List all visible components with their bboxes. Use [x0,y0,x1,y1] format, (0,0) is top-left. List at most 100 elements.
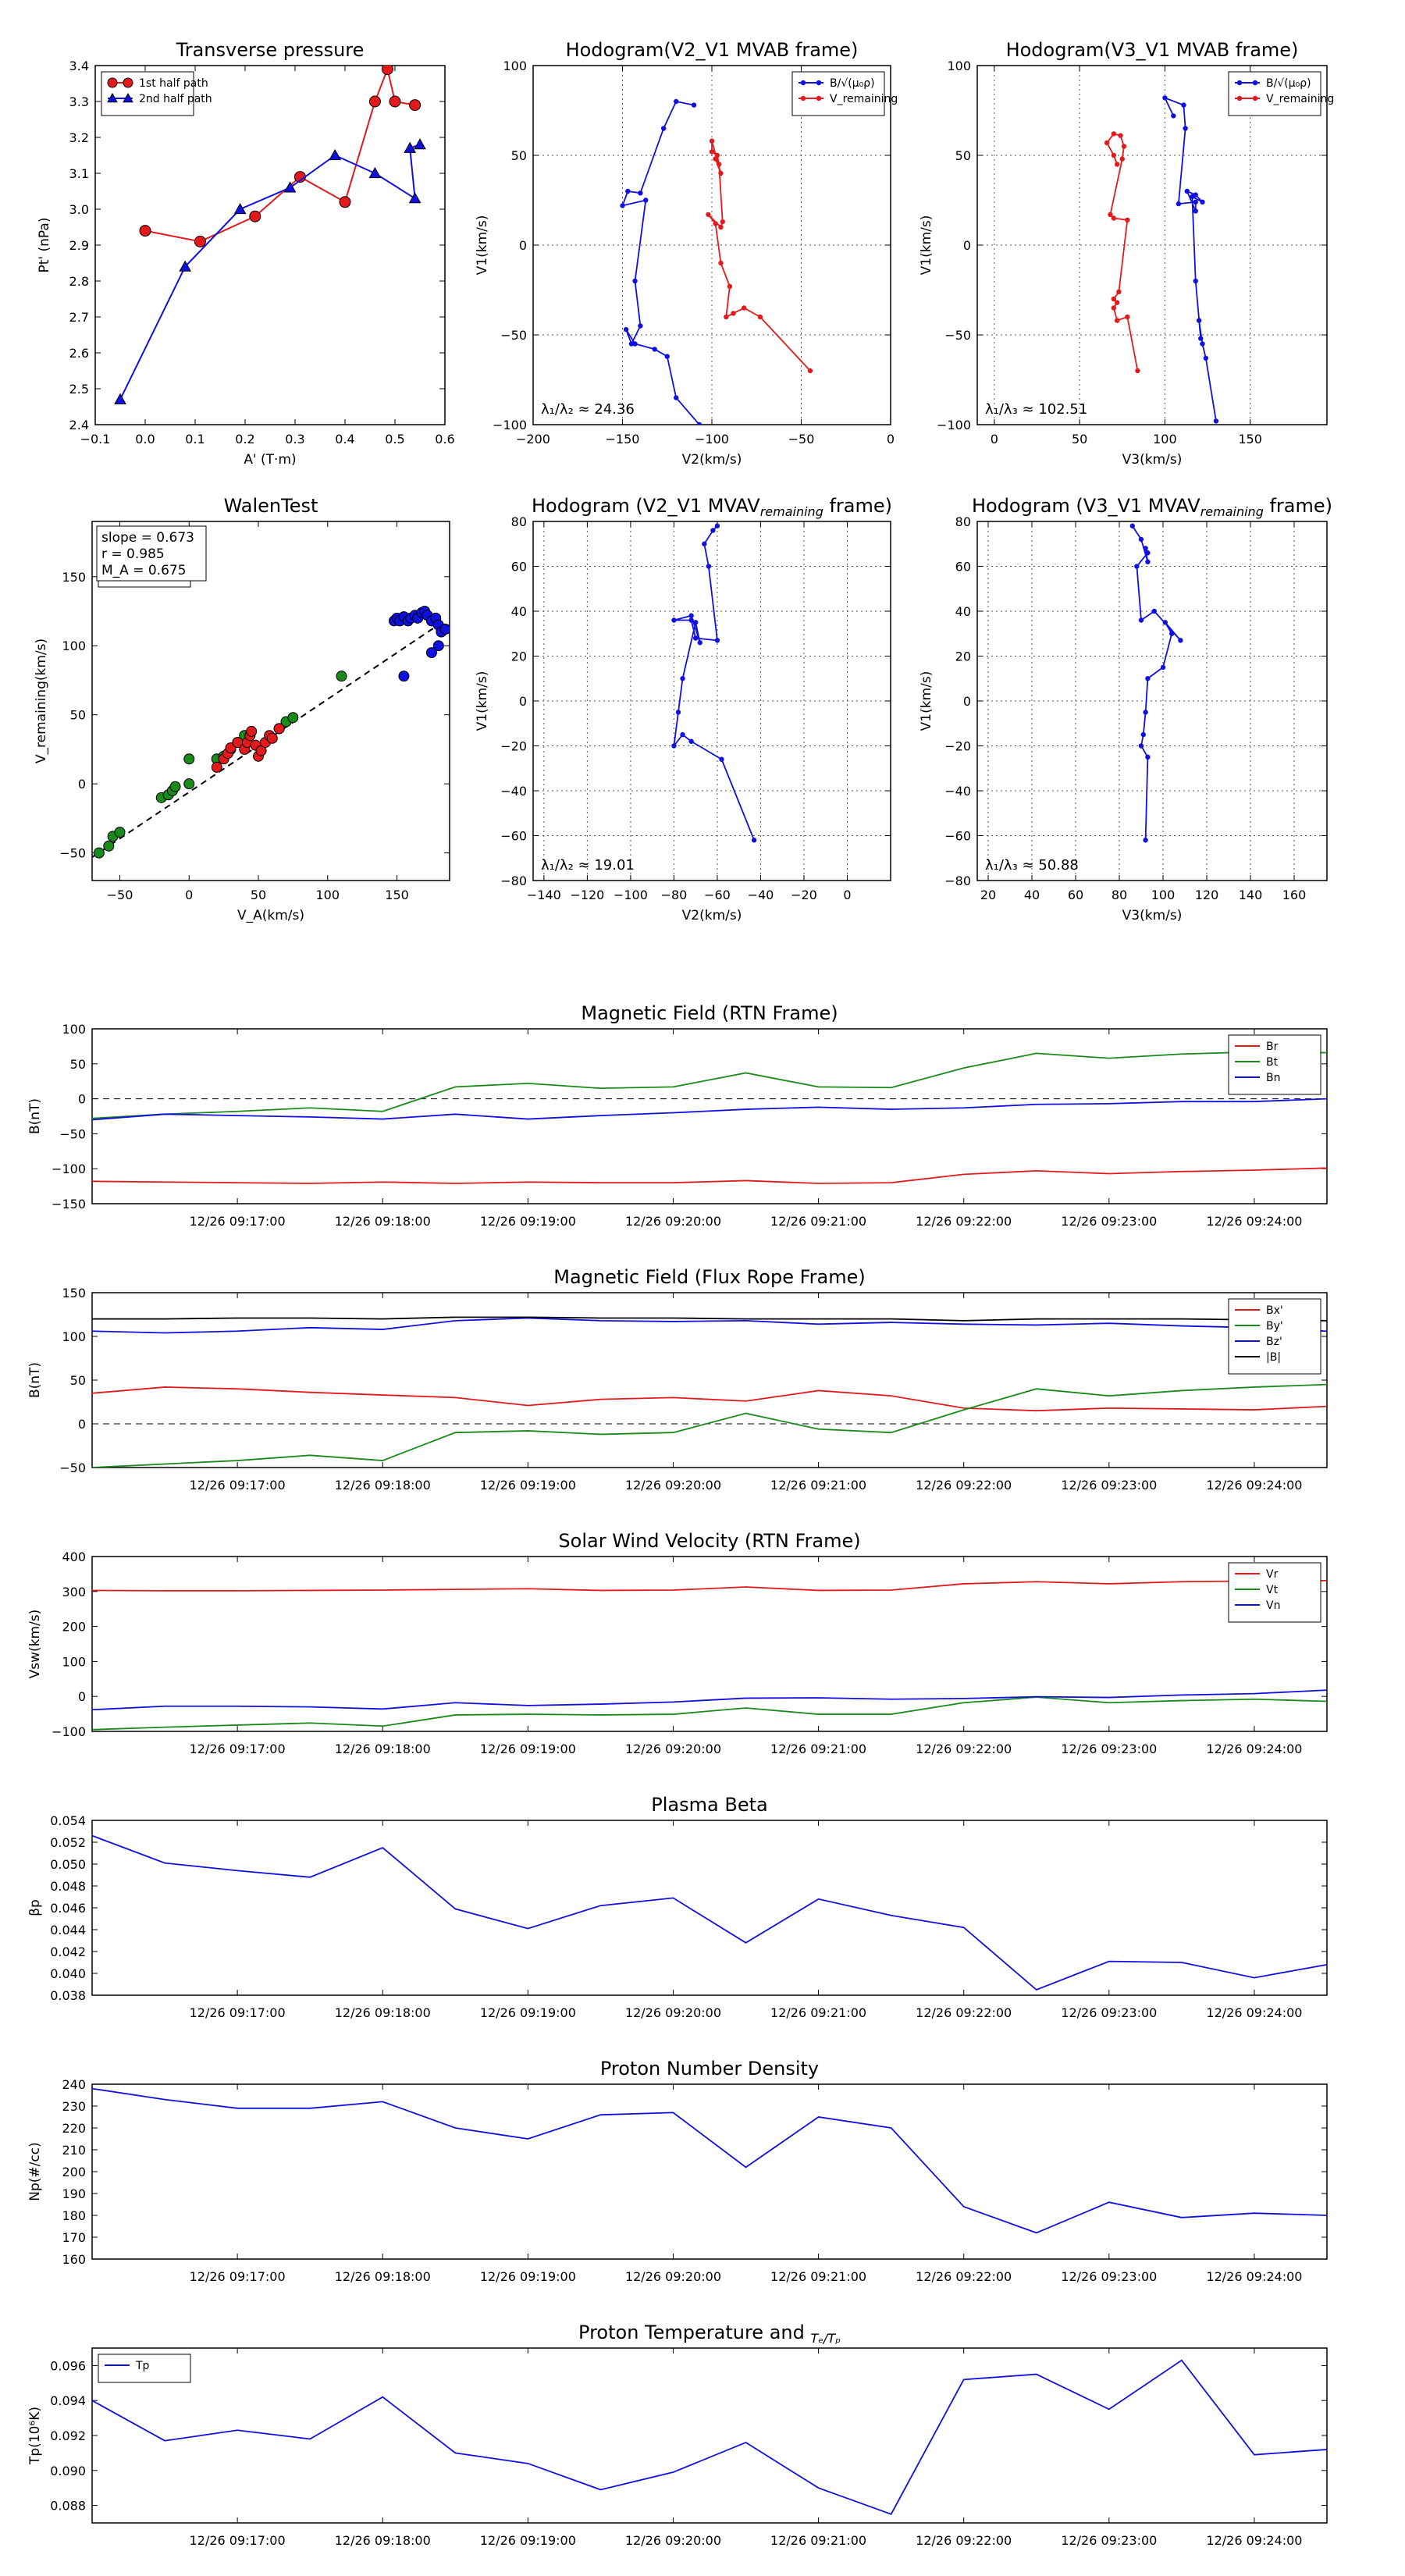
y-tick-label: 60 [955,560,971,575]
chart-title: Magnetic Field (RTN Frame) [581,1002,838,1024]
chart-title: Transverse pressure [176,39,365,61]
x-tick-label: −0.1 [80,432,111,447]
y-tick-label: 0.094 [50,2393,86,2408]
x-tick-label: 12/26 09:24:00 [1206,1742,1302,1756]
y-tick-label: 190 [62,2186,86,2201]
data-point [1129,523,1136,528]
y-tick-label: 50 [70,1057,86,1072]
y-tick-label: 50 [70,1373,86,1388]
x-tick-label: −140 [527,888,561,902]
y-axis-label: B(nT) [27,1098,43,1134]
y-axis-label: V1(km/s) [475,215,490,276]
series-line-βp [92,1834,1327,1991]
data-point [714,638,720,643]
y-tick-label: 0.090 [50,2464,86,2478]
series-line-Vn [92,1689,1327,1711]
legend-label: Tp [135,2360,150,2372]
data-point [638,190,643,196]
series-line-B/√(μ₀ρ) [621,100,700,425]
chart-title: Hodogram(V2_V1 MVAB frame) [566,39,859,61]
data-point [368,95,381,108]
data-point [706,212,711,218]
y-tick-label: −100 [937,418,971,432]
data-point [724,314,729,320]
y-tick-label: 0.046 [50,1901,86,1916]
x-tick-label: −50 [107,888,133,902]
data-point [697,640,702,646]
x-tick-label: 0.0 [135,432,155,447]
chart-walen: −50 0 50 100 150 −50 0 50 100 150 WalenTest V_A(km/… [34,495,450,923]
y-tick-label: −150 [52,1197,86,1212]
data-point [194,235,206,247]
y-tick-label: −50 [59,1126,86,1141]
data-point [409,99,422,112]
data-point [816,95,822,101]
data-point [688,738,694,744]
x-tick-label: 100 [316,888,340,902]
data-point [266,732,278,744]
x-tick-label: 12/26 09:19:00 [480,1214,576,1229]
x-tick-label: 12/26 09:21:00 [770,1214,866,1229]
data-point [389,95,401,108]
y-tick-label: 200 [62,2165,86,2179]
y-tick-label: 0.088 [50,2499,86,2514]
y-axis-label: Pt' (nPa) [37,218,52,273]
x-tick-label: 12/26 09:18:00 [335,1478,431,1493]
y-tick-label: 0 [78,1417,86,1432]
series-line-V_remaining [707,141,811,372]
series-line-|B| [92,1316,1327,1322]
x-tick-label: −100 [614,888,648,902]
data-point [688,617,694,623]
x-tick-label: 12/26 09:23:00 [1061,1742,1157,1756]
plot-area [92,1834,1327,1991]
plot-frame [91,1820,1328,1996]
x-tick-label: 12/26 09:23:00 [1061,1478,1157,1493]
data-point [680,676,685,681]
y-tick-label: 60 [511,560,527,575]
x-tick-label: 12/26 09:21:00 [770,2533,866,2548]
x-tick-label: 12/26 09:23:00 [1061,1214,1157,1229]
chart-ts_b: −150 −100 −50 0 50 100 12/26 09:17:00 12/26 09:… [27,1002,1328,1229]
series-line-Np [92,2087,1327,2234]
plot-frame [91,2347,1328,2524]
y-tick-label: 40 [511,604,527,619]
chart-h3: −80 −60 −40 −20 0 20 40 60 80 −140 −120 −100 −80 −60 −… [475,495,892,923]
chart-ts_np: 160 170 180 190 200 210 220 230 240 12/26 09:17:0… [27,2058,1328,2284]
legend-label: V_remaining [1266,93,1334,105]
x-tick-label: 12/26 09:20:00 [625,1742,721,1756]
data-point [211,761,222,773]
chart-title-subscript: remaining [1200,504,1264,519]
x-tick-label: 0 [185,888,193,902]
legend-box [98,2354,191,2383]
x-axis-label: V3(km/s) [1122,452,1183,468]
data-point [1125,314,1130,320]
x-tick-label: 12/26 09:23:00 [1061,2005,1157,2020]
x-tick-label: −150 [606,432,640,447]
y-axis-label: V1(km/s) [919,215,934,276]
y-tick-label: 180 [62,2208,86,2223]
data-point [107,77,118,88]
y-tick-label: −60 [500,829,527,844]
x-tick-label: 100 [1153,432,1177,447]
data-point [1104,140,1110,146]
legend-label: Bt [1266,1056,1279,1069]
data-point [425,647,437,659]
series-line-2nd half path [119,144,421,400]
data-point [1203,355,1209,361]
data-point [718,224,724,230]
data-point [692,635,699,641]
data-point [1111,131,1117,137]
data-point [287,712,299,724]
data-point [757,314,763,320]
x-tick-label: 12/26 09:20:00 [625,2269,721,2284]
y-tick-label: 0.054 [50,1813,86,1828]
x-tick-label: 0.1 [185,432,205,447]
y-tick-label: 0.042 [50,1944,86,1959]
data-point [688,613,694,618]
data-point [1236,80,1243,86]
y-axis-label: Tp(10⁶K) [27,2407,43,2465]
x-tick-label: 12/26 09:19:00 [480,1478,576,1493]
x-tick-label: 12/26 09:19:00 [480,2005,576,2020]
y-tick-label: 2.4 [69,418,89,432]
